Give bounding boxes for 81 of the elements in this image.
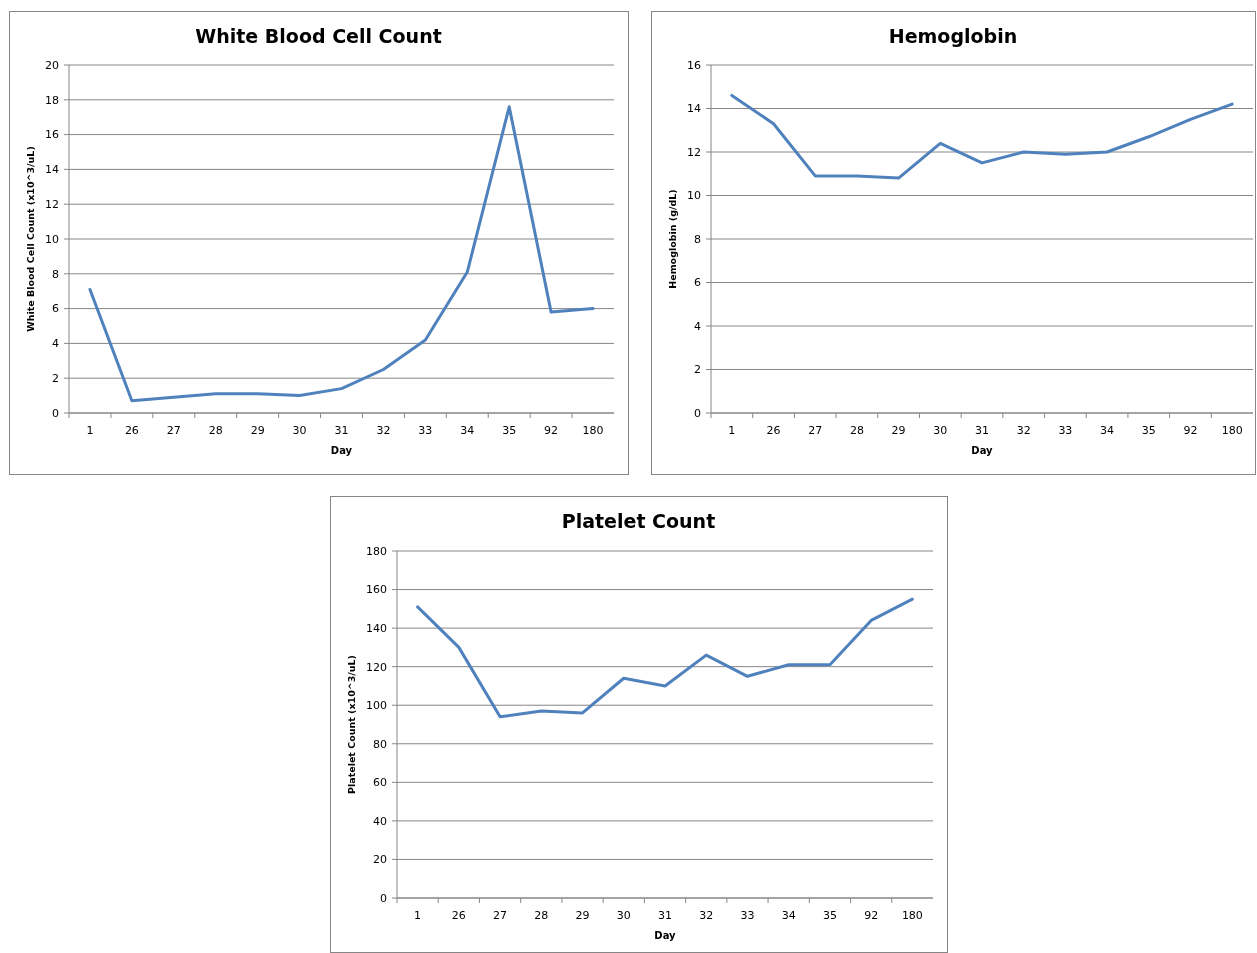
x-tick-label: 30	[292, 424, 307, 437]
x-axis-title: Day	[330, 445, 353, 456]
y-tick-label: 20	[373, 853, 387, 867]
y-axis-title: Hemoglobin (g/dL)	[667, 189, 678, 289]
y-tick-label: 60	[373, 776, 387, 790]
y-tick-label: 10	[45, 232, 59, 246]
x-tick-label: 31	[975, 424, 989, 437]
y-tick-label: 180	[366, 544, 387, 558]
x-tick-label: 26	[124, 424, 139, 437]
y-axis-title: White Blood Cell Count (x10^3/uL)	[25, 146, 36, 332]
x-tick-label: 29	[575, 909, 590, 922]
y-tick-label: 0	[52, 406, 59, 420]
y-tick-label: 160	[366, 583, 387, 597]
x-tick-label: 31	[658, 909, 672, 922]
x-tick-label: 180	[901, 909, 923, 922]
x-tick-label: 32	[376, 424, 391, 437]
y-tick-label: 18	[45, 93, 59, 107]
y-tick-label: 16	[687, 58, 701, 72]
x-tick-label: 33	[418, 424, 433, 437]
x-tick-label: 28	[534, 909, 549, 922]
y-tick-label: 8	[52, 267, 59, 281]
x-tick-label: 26	[766, 424, 781, 437]
y-tick-label: 20	[45, 58, 59, 72]
line-series	[88, 105, 595, 403]
x-tick-label: 92	[1183, 424, 1198, 437]
x-tick-label: 26	[451, 909, 466, 922]
x-axis-title: Day	[971, 445, 994, 456]
y-tick-label: 80	[373, 737, 387, 751]
line-series	[416, 597, 914, 719]
line-series	[730, 93, 1234, 180]
chart-title: Hemoglobin	[888, 25, 1018, 47]
y-tick-label: 4	[52, 337, 59, 351]
x-axis-title: Day	[654, 930, 677, 941]
y-tick-label: 10	[687, 189, 701, 203]
y-tick-label: 0	[380, 891, 387, 905]
x-tick-label: 29	[250, 424, 265, 437]
x-tick-label: 28	[849, 424, 864, 437]
y-tick-label: 6	[52, 302, 59, 316]
x-tick-label: 92	[864, 909, 879, 922]
y-tick-label: 8	[694, 232, 701, 246]
x-tick-label: 1	[414, 909, 422, 922]
y-tick-label: 100	[366, 699, 387, 713]
x-tick-label: 1	[86, 424, 94, 437]
x-tick-label: 35	[502, 424, 517, 437]
y-tick-label: 6	[694, 276, 701, 290]
y-tick-label: 140	[366, 621, 387, 635]
x-tick-label: 27	[808, 424, 823, 437]
x-tick-label: 32	[1016, 424, 1031, 437]
y-tick-label: 0	[694, 406, 701, 420]
x-tick-label: 34	[781, 909, 796, 922]
y-tick-label: 12	[45, 198, 59, 212]
y-tick-label: 2	[52, 372, 59, 386]
y-tick-label: 40	[373, 814, 387, 828]
y-axis-title: Platelet Count (x10^3/uL)	[346, 655, 357, 794]
x-tick-label: 32	[699, 909, 714, 922]
x-tick-label: 34	[460, 424, 475, 437]
x-tick-label: 1	[728, 424, 736, 437]
x-tick-label: 31	[334, 424, 349, 437]
x-tick-label: 92	[544, 424, 559, 437]
y-tick-label: 2	[694, 363, 701, 377]
x-tick-label: 33	[1058, 424, 1073, 437]
y-tick-label: 14	[687, 102, 701, 116]
y-tick-label: 16	[45, 128, 59, 142]
y-tick-label: 120	[366, 660, 387, 674]
x-tick-label: 29	[891, 424, 906, 437]
x-tick-label: 30	[933, 424, 948, 437]
y-tick-label: 12	[687, 145, 701, 159]
y-tick-label: 4	[694, 319, 701, 333]
y-tick-label: 14	[45, 163, 59, 177]
x-tick-label: 27	[166, 424, 181, 437]
x-tick-label: 28	[208, 424, 223, 437]
x-tick-label: 180	[582, 424, 604, 437]
x-tick-label: 34	[1100, 424, 1115, 437]
x-tick-label: 180	[1221, 424, 1243, 437]
x-tick-label: 33	[740, 909, 755, 922]
x-tick-label: 27	[493, 909, 508, 922]
x-tick-label: 35	[1141, 424, 1156, 437]
chart-title: Platelet Count	[561, 510, 716, 532]
x-tick-label: 30	[616, 909, 631, 922]
x-tick-label: 35	[822, 909, 837, 922]
chart-title: White Blood Cell Count	[195, 25, 442, 47]
